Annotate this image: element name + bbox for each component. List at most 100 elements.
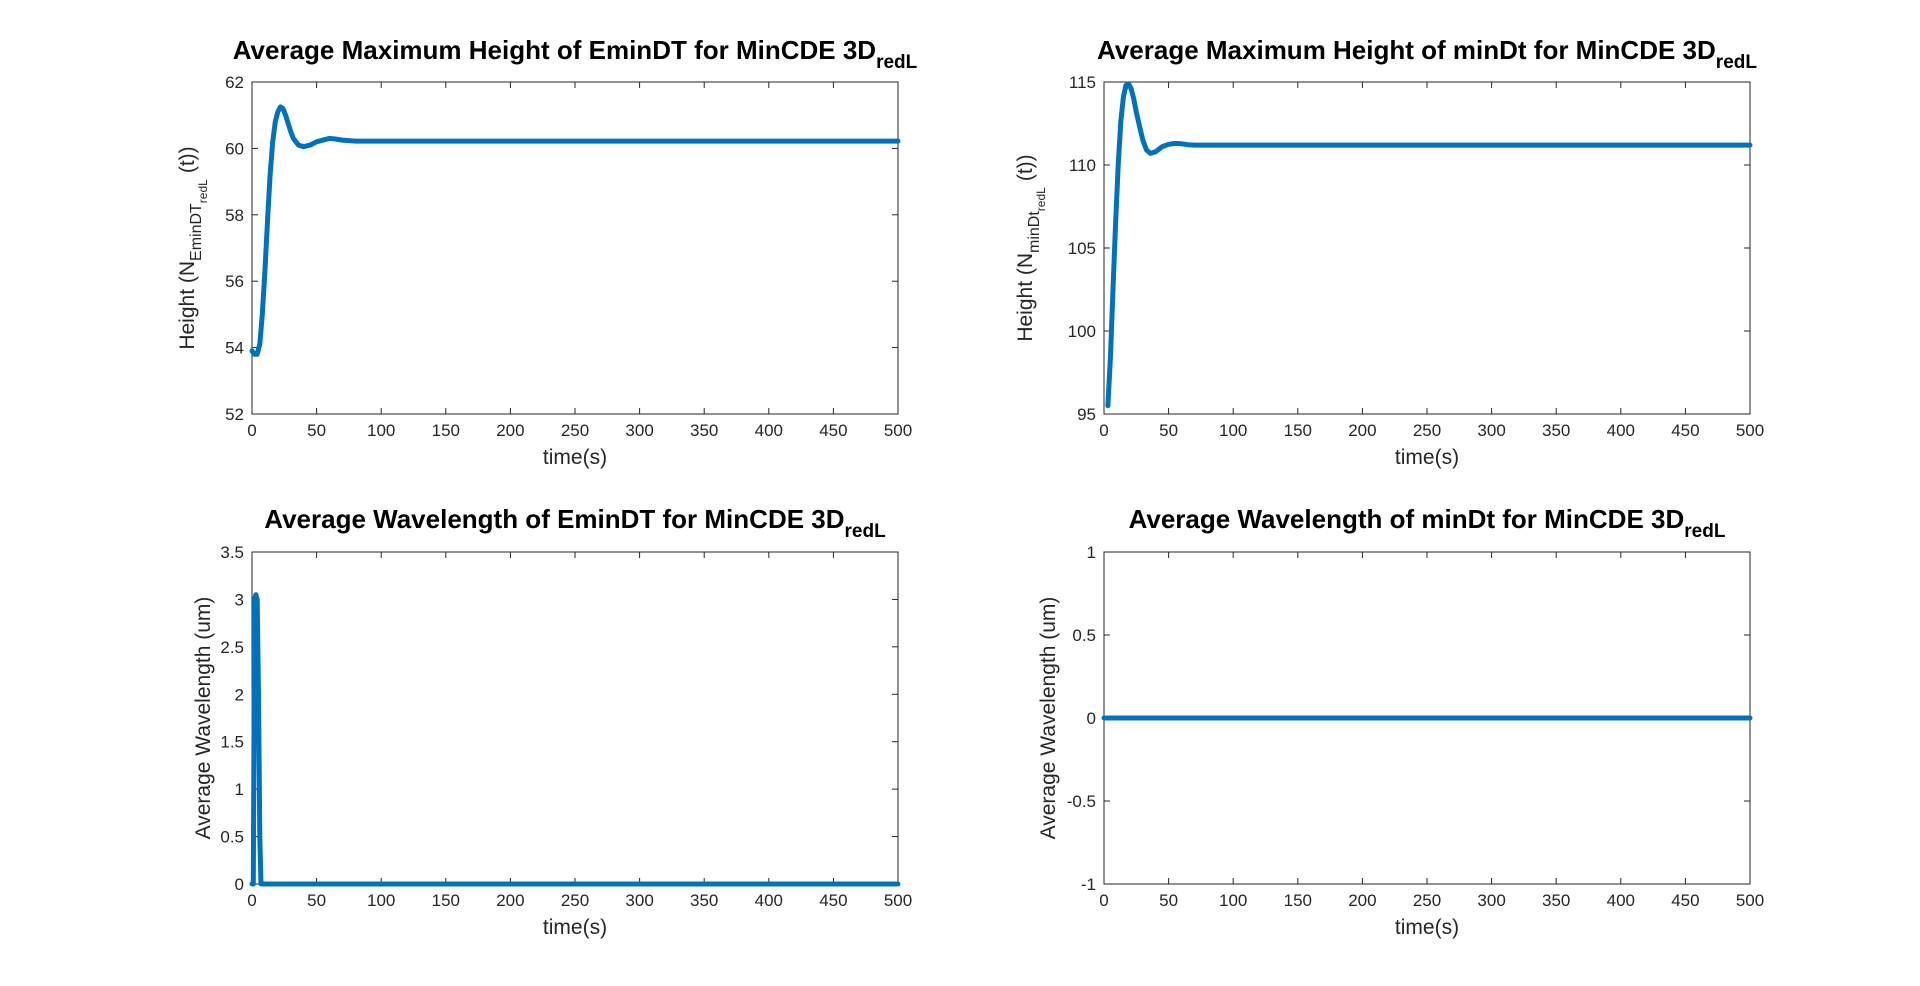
y-tick-label: 0 — [235, 875, 244, 894]
x-tick-label: 450 — [819, 421, 847, 440]
y-tick-label: -0.5 — [1067, 792, 1096, 811]
plot-area — [251, 81, 899, 415]
y-tick-label: 95 — [1077, 405, 1096, 424]
x-tick-label: 300 — [1477, 421, 1505, 440]
x-tick-label: 150 — [1284, 891, 1312, 910]
y-tick-label: 58 — [225, 206, 244, 225]
x-tick-label: 250 — [561, 891, 589, 910]
series-line — [249, 104, 901, 357]
plot-area — [251, 551, 899, 885]
chart-title-subscript: redL — [876, 52, 918, 73]
x-tick-label: 150 — [432, 421, 460, 440]
plot-area — [1103, 81, 1751, 415]
x-axis-label: time(s) — [543, 916, 607, 939]
chart-title: Average Wavelength of EminDT for MinCDE … — [264, 504, 886, 542]
subplot-3: 0 50 100 150 200 250 300 350 400 450 500 0 0.5 1 1.5 2 2… — [192, 504, 912, 939]
y-tick-label: 56 — [225, 272, 244, 291]
y-tick-label: 3.5 — [220, 543, 244, 562]
y-tick-label: 54 — [225, 339, 244, 358]
x-tick-label: 250 — [1413, 891, 1441, 910]
chart-title-subscript: redL — [1716, 52, 1758, 73]
x-tick-label: 0 — [247, 421, 256, 440]
x-tick-label: 50 — [307, 421, 326, 440]
x-tick-label: 450 — [819, 891, 847, 910]
y-tick-label: 1 — [235, 780, 244, 799]
x-tick-label: 300 — [625, 421, 653, 440]
y-tick-label: 62 — [225, 73, 244, 92]
x-tick-label: 400 — [1607, 421, 1635, 440]
x-tick-label: 200 — [1348, 421, 1376, 440]
y-axis-label: Height (NEminDTredL (t)) — [176, 146, 210, 349]
chart-title-subscript: redL — [1684, 521, 1726, 542]
x-tick-label: 100 — [1219, 421, 1247, 440]
x-tick-label: 200 — [496, 421, 524, 440]
x-tick-label: 500 — [1736, 891, 1764, 910]
y-axis-label-tail: (t)) — [176, 146, 199, 173]
y-tick-label: 1 — [1087, 543, 1096, 562]
x-tick-label: 250 — [561, 421, 589, 440]
series-line — [249, 592, 901, 887]
subplot-1: 0 50 100 150 200 250 300 350 400 450 500 52 54 56 58 60… — [176, 35, 918, 469]
x-axis-label: time(s) — [1395, 916, 1459, 939]
x-tick-label: 500 — [884, 891, 912, 910]
chart-title: Average Maximum Height of minDt for MinC… — [1097, 35, 1757, 73]
x-tick-label: 100 — [1219, 891, 1247, 910]
y-tick-label: 115 — [1069, 73, 1096, 92]
x-tick-label: 50 — [1159, 421, 1178, 440]
x-tick-label: 400 — [1607, 891, 1635, 910]
y-axis-label: Average Wavelength (um) — [192, 597, 215, 840]
x-axis-label: time(s) — [543, 446, 607, 469]
x-tick-label: 150 — [432, 891, 460, 910]
y-tick-label: 1.5 — [220, 733, 244, 752]
x-tick-label: 500 — [884, 421, 912, 440]
y-tick-label: 60 — [225, 139, 244, 158]
x-tick-label: 50 — [1159, 891, 1178, 910]
chart-title-text: Average Wavelength of minDt for MinCDE 3… — [1129, 504, 1685, 534]
y-tick-label: 3 — [235, 590, 244, 609]
x-tick-label: 200 — [496, 891, 524, 910]
y-axis-label-text: Height (N — [1014, 253, 1037, 342]
subplot-2: 0 50 100 150 200 250 300 350 400 450 500 95 100 105 11… — [1014, 35, 1764, 469]
y-tick-label: 105 — [1068, 239, 1096, 258]
chart-title: Average Maximum Height of EminDT for Min… — [233, 35, 918, 73]
series-line — [1105, 81, 1753, 409]
y-axis-label: Average Wavelength (um) — [1037, 597, 1060, 840]
x-tick-label: 350 — [1542, 891, 1570, 910]
chart-title: Average Wavelength of minDt for MinCDE 3… — [1129, 504, 1726, 542]
x-tick-label: 250 — [1413, 421, 1441, 440]
x-tick-label: 50 — [307, 891, 326, 910]
x-tick-label: 300 — [625, 891, 653, 910]
y-tick-label: 110 — [1069, 156, 1096, 175]
y-axis-label-text: Average Wavelength (um) — [192, 597, 215, 840]
x-tick-label: 0 — [1099, 891, 1108, 910]
chart-title-subscript: redL — [845, 521, 887, 542]
x-tick-label: 100 — [367, 891, 395, 910]
x-tick-label: 0 — [1099, 421, 1108, 440]
x-tick-label: 200 — [1348, 891, 1376, 910]
y-tick-label: 52 — [225, 405, 244, 424]
chart-title-text: Average Wavelength of EminDT for MinCDE … — [264, 504, 844, 534]
y-axis-label: Height (NminDtredL (t)) — [1014, 154, 1048, 341]
y-tick-label: 0 — [1087, 709, 1096, 728]
subplot-4: 0 50 100 150 200 250 300 350 400 450 500 -1 -0.5 0 0.5… — [1037, 504, 1764, 939]
y-axis-label-subsubscript: redL — [196, 179, 210, 203]
y-axis-label-subsubscript: redL — [1034, 187, 1048, 211]
y-axis-label-subscript: EminDT — [188, 203, 205, 261]
x-tick-label: 350 — [690, 421, 718, 440]
x-tick-label: 450 — [1671, 421, 1699, 440]
y-axis-label-text: Average Wavelength (um) — [1037, 597, 1060, 840]
x-tick-label: 0 — [247, 891, 256, 910]
x-tick-label: 100 — [367, 421, 395, 440]
x-tick-label: 400 — [755, 891, 783, 910]
chart-title-text: Average Maximum Height of minDt for MinC… — [1097, 35, 1716, 65]
y-tick-label: 0.5 — [1072, 626, 1096, 645]
y-axis-label-text: Height (N — [176, 261, 199, 350]
x-tick-label: 450 — [1671, 891, 1699, 910]
y-tick-label: 100 — [1068, 322, 1096, 341]
y-axis-label-subscript: minDt — [1026, 211, 1043, 253]
y-axis-label-tail: (t)) — [1014, 154, 1037, 181]
y-tick-label: 2 — [235, 685, 244, 704]
y-tick-label: -1 — [1081, 875, 1096, 894]
x-tick-label: 150 — [1284, 421, 1312, 440]
